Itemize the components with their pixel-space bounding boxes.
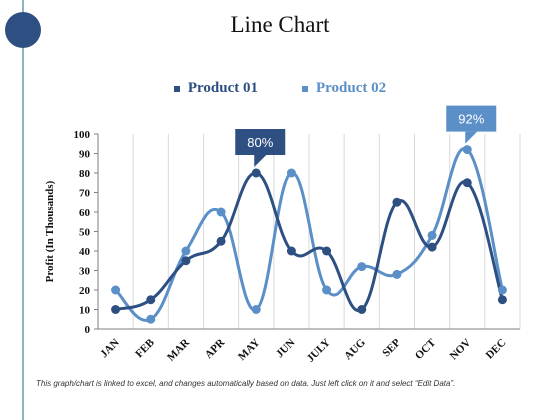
x-tick-label: NOV	[448, 337, 474, 363]
y-tick-label: 90	[79, 149, 91, 161]
data-point-series-2	[462, 145, 472, 155]
x-tick-label: JUN	[274, 337, 298, 361]
y-tick-label: 40	[79, 246, 91, 258]
data-point-series-1	[357, 305, 367, 314]
legend-label-series-2: Product 02	[316, 80, 387, 96]
legend-item-series-2: Product 02	[302, 80, 386, 97]
data-point-series-1	[216, 236, 226, 246]
data-point-series-1	[427, 242, 437, 252]
y-tick-label: 0	[85, 324, 91, 336]
x-tick-label: AUG	[342, 336, 368, 362]
data-point-series-1	[322, 246, 332, 256]
x-tick-label: SEP	[380, 336, 403, 359]
y-tick-label: 100	[74, 129, 91, 141]
legend-swatch-series-2	[302, 85, 308, 92]
callout-pointer	[465, 131, 478, 144]
data-point-series-1	[146, 295, 156, 305]
data-point-series-2	[216, 207, 226, 217]
legend-label-series-1: Product 01	[187, 80, 258, 96]
data-point-series-2	[111, 285, 121, 295]
y-tick-label: 10	[79, 305, 91, 317]
x-tick-label: MAR	[165, 336, 193, 364]
callout-label: 80%	[247, 135, 273, 150]
callout-box	[446, 105, 497, 132]
x-tick-label: JAN	[98, 337, 122, 361]
callout-box	[235, 129, 286, 155]
y-tick-label: 30	[79, 266, 91, 278]
y-axis-label: Profit (In Thousands)	[44, 180, 56, 282]
data-point-series-2	[392, 269, 402, 279]
y-tick-label: 50	[79, 227, 91, 239]
slide-title: Line Chart	[230, 12, 330, 37]
left-accent-rule	[22, 0, 24, 420]
data-point-series-1	[181, 256, 191, 266]
data-point-series-1	[497, 295, 507, 305]
data-point-series-2	[322, 285, 332, 295]
y-tick-label: 70	[79, 188, 91, 200]
footnote: This graph/chart is linked to excel, and…	[36, 379, 456, 388]
y-tick-label: 60	[79, 207, 91, 219]
data-point-series-1	[251, 168, 261, 178]
data-point-series-2	[497, 285, 507, 295]
data-point-series-2	[146, 314, 156, 324]
data-point-series-2	[427, 230, 437, 240]
chart-legend: Product 01 Product 02	[0, 80, 560, 97]
y-tick-label: 80	[79, 168, 91, 180]
data-point-series-2	[357, 262, 367, 272]
y-tick-label: 20	[79, 285, 91, 297]
data-point-series-1	[286, 246, 296, 256]
x-tick-label: DEC	[484, 337, 509, 362]
data-point-series-1	[111, 305, 121, 314]
legend-item-series-1: Product 01	[173, 80, 258, 97]
data-point-series-1	[462, 178, 472, 188]
x-tick-label: OCT	[413, 336, 439, 362]
x-tick-label: JULY	[305, 337, 333, 365]
data-point-series-2	[181, 246, 191, 256]
callout-pointer	[254, 155, 267, 167]
data-point-series-2	[251, 305, 261, 314]
x-tick-label: FEB	[133, 336, 157, 360]
x-tick-label: APR	[203, 336, 228, 361]
legend-swatch-series-1	[173, 85, 180, 92]
data-point-series-2	[286, 168, 296, 178]
data-point-series-1	[392, 197, 402, 207]
x-tick-label: MAY	[236, 337, 262, 363]
callout-label: 92%	[458, 112, 484, 127]
decorative-circle	[5, 12, 41, 48]
